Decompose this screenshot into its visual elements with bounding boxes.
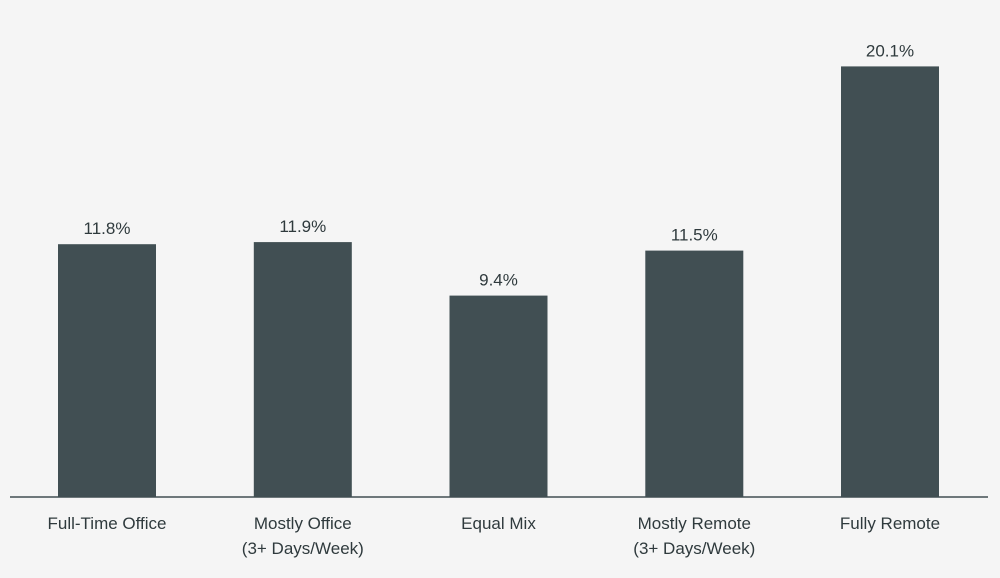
category-label-2-line-0: Equal Mix <box>461 514 536 533</box>
category-label-1-line-0: Mostly Office <box>254 514 352 533</box>
value-label-2: 9.4% <box>479 271 518 290</box>
value-labels-group: 11.8% 11.9% 9.4% 11.5% 20.1% <box>84 41 915 289</box>
bar-3 <box>645 250 744 497</box>
category-label-1-line-1: (3+ Days/Week) <box>242 539 364 558</box>
value-label-3: 11.5% <box>671 226 718 245</box>
category-label-3-line-0: Mostly Remote <box>638 514 751 533</box>
category-label-0-line-0: Full-Time Office <box>47 514 166 533</box>
bar-0 <box>58 244 156 497</box>
value-label-4: 20.1% <box>866 41 914 60</box>
bar-1 <box>253 242 352 497</box>
category-labels-group: Full-Time Office Mostly Office (3+ Days/We… <box>47 514 940 558</box>
category-label-4-line-0: Fully Remote <box>840 514 940 533</box>
category-label-3-line-1: (3+ Days/Week) <box>633 539 755 558</box>
value-label-0: 11.8% <box>84 219 131 238</box>
bar-4 <box>841 66 939 498</box>
bar-2 <box>449 295 548 497</box>
bars-group <box>58 66 939 498</box>
value-label-1: 11.9% <box>279 217 326 236</box>
